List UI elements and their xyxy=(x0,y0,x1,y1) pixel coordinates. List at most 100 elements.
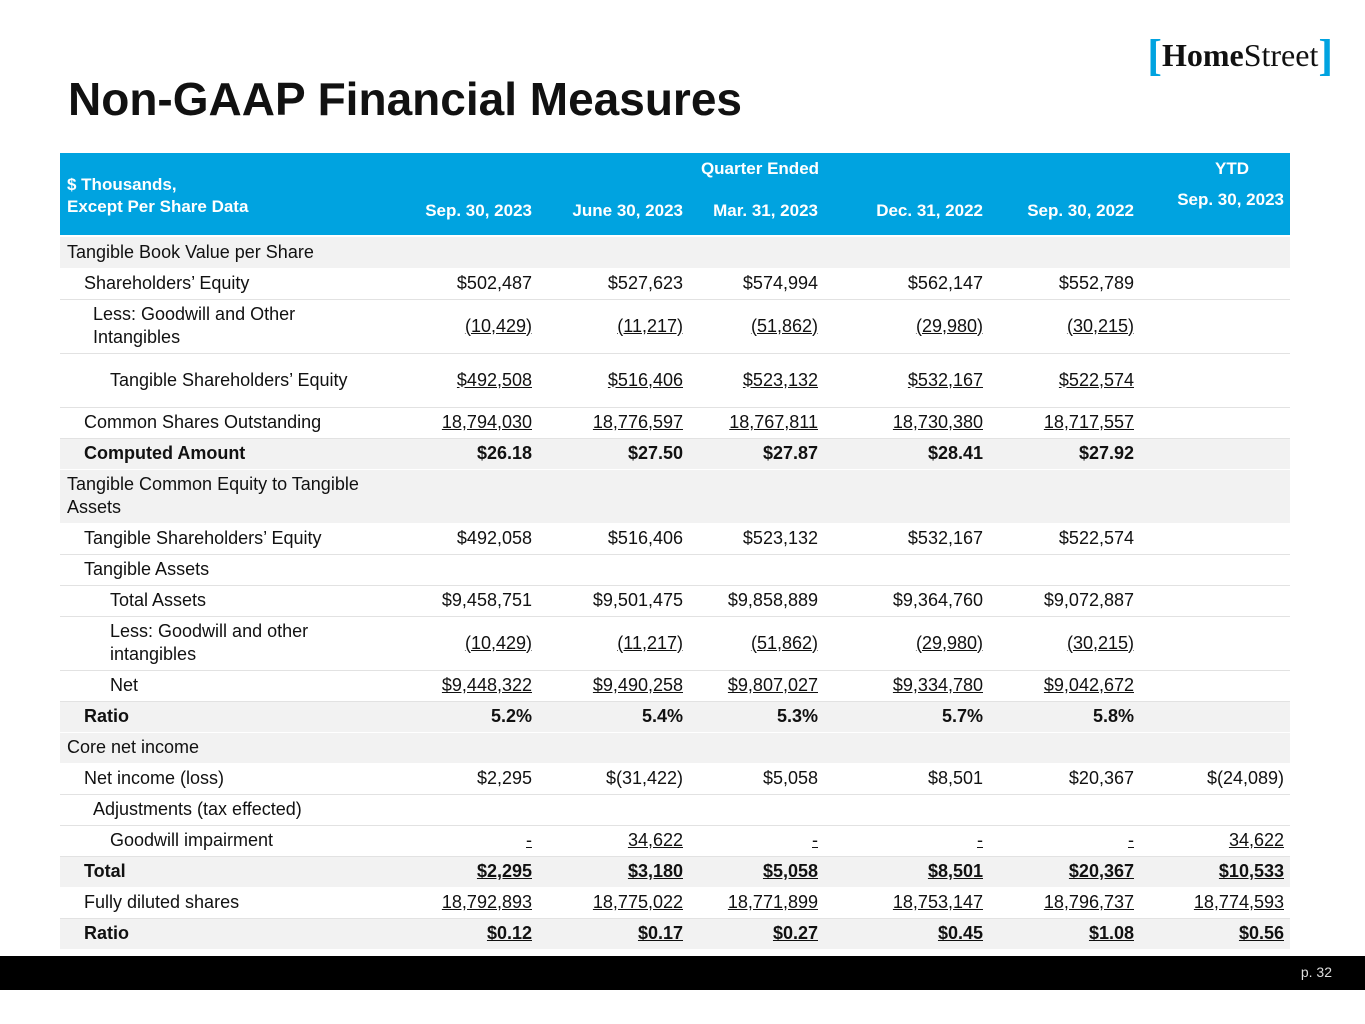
cell: $9,501,475 xyxy=(532,585,683,617)
table-row: Common Shares Outstanding 18,794,030 18,77… xyxy=(60,407,1290,439)
cell: $28.41 xyxy=(818,438,983,470)
cell-value: $9,501,475 xyxy=(592,590,683,610)
cell: (51,862) xyxy=(683,299,818,354)
cell: $9,042,672 xyxy=(983,670,1134,702)
cell xyxy=(683,732,818,764)
row-label: Fully diluted shares xyxy=(60,887,400,919)
cell xyxy=(1134,237,1290,269)
cell: (30,215) xyxy=(983,299,1134,354)
cell: (29,980) xyxy=(818,299,983,354)
cell: $0.12 xyxy=(400,918,532,950)
table-row: Fully diluted shares 18,792,893 18,775,022… xyxy=(60,887,1290,919)
cell-value: $5,058 xyxy=(762,768,818,788)
row-label-text: Adjustments (tax effected) xyxy=(93,799,302,819)
row-label: Tangible Assets xyxy=(60,554,400,586)
cell: $9,448,322 xyxy=(400,670,532,702)
cell xyxy=(1134,585,1290,617)
cell xyxy=(532,732,683,764)
row-label-text: Tangible Shareholders’ Equity xyxy=(110,369,348,390)
cell-value: $532,167 xyxy=(907,528,983,548)
row-label: Tangible Shareholders’ Equity xyxy=(60,353,400,408)
cell-value: $26.18 xyxy=(476,443,532,463)
cell: $523,132 xyxy=(683,353,818,408)
row-label: Common Shares Outstanding xyxy=(60,407,400,439)
cell-value: $0.45 xyxy=(937,923,983,943)
cell: (29,980) xyxy=(818,616,983,671)
cell-value: 5.2% xyxy=(490,706,532,726)
row-label-text: Core net income xyxy=(67,737,200,757)
cell-value: $492,508 xyxy=(456,369,532,390)
cell: 18,776,597 xyxy=(532,407,683,439)
table-row: Shareholders’ Equity $502,487 $527,623 $574… xyxy=(60,268,1290,300)
cell: $532,167 xyxy=(818,353,983,408)
cell-value: 5.8% xyxy=(1092,706,1134,726)
row-label: Ratio xyxy=(60,701,400,733)
cell xyxy=(400,794,532,826)
cell xyxy=(1134,670,1290,702)
cell-value: - xyxy=(977,830,983,850)
table-row: Tangible Assets xyxy=(60,554,1290,586)
cell: 34,622 xyxy=(1134,825,1290,857)
row-label: Total xyxy=(60,856,400,888)
cell: $9,334,780 xyxy=(818,670,983,702)
row-label-text: Ratio xyxy=(84,706,129,726)
header-ytd: YTD xyxy=(1215,159,1249,178)
cell: 18,774,593 xyxy=(1134,887,1290,919)
cell-value: 34,622 xyxy=(1228,830,1284,850)
cell: $3,180 xyxy=(532,856,683,888)
cell: $492,058 xyxy=(400,523,532,555)
cell-value: $5,058 xyxy=(762,861,818,881)
row-label-text: Computed Amount xyxy=(84,443,246,463)
cell xyxy=(1134,268,1290,300)
cell-value: 18,776,597 xyxy=(592,412,683,432)
cell-value: (11,217) xyxy=(617,315,683,336)
cell xyxy=(683,469,818,524)
cell-value: $8,501 xyxy=(927,861,983,881)
row-label: Net income (loss) xyxy=(60,763,400,795)
cell-value: (30,215) xyxy=(1066,315,1134,336)
cell-value: $27.50 xyxy=(627,443,683,463)
row-label-text: Less: Goodwill and Other Intangibles xyxy=(93,304,296,347)
cell: (30,215) xyxy=(983,616,1134,671)
table-row: Ratio $0.12 $0.17 $0.27 $0.45 $1.08 $0.56 xyxy=(60,918,1290,950)
cell xyxy=(983,794,1134,826)
cell: (11,217) xyxy=(532,616,683,671)
cell: $(31,422) xyxy=(532,763,683,795)
header-group: Quarter Ended xyxy=(700,159,820,178)
cell: $9,807,027 xyxy=(683,670,818,702)
row-label: Adjustments (tax effected) xyxy=(60,794,400,826)
cell-value: (10,429) xyxy=(464,632,532,653)
row-label-text: Total Assets xyxy=(110,590,207,610)
cell: (11,217) xyxy=(532,299,683,354)
header-label: $ Thousands, xyxy=(67,175,177,194)
table-row: Tangible Book Value per Share xyxy=(60,237,1290,269)
cell: $1.08 xyxy=(983,918,1134,950)
column-header: June 30, 2023 xyxy=(572,201,683,220)
cell-value: $522,574 xyxy=(1058,528,1134,548)
cell: $562,147 xyxy=(818,268,983,300)
table-row: Net income (loss) $2,295 $(31,422) $5,058 $8… xyxy=(60,763,1290,795)
column-header: Dec. 31, 2022 xyxy=(876,201,983,220)
cell-value: - xyxy=(526,830,532,850)
row-label: Computed Amount xyxy=(60,438,400,470)
cell-value: (51,862) xyxy=(750,632,818,653)
cell-value: $27.87 xyxy=(762,443,818,463)
row-label: Less: Goodwill and Other Intangibles xyxy=(60,299,400,354)
row-label-text: Goodwill impairment xyxy=(110,830,274,850)
table-row: Tangible Common Equity to Tangible Asset… xyxy=(60,469,1290,524)
cell-value: $(31,422) xyxy=(605,768,683,788)
cell-value: - xyxy=(812,830,818,850)
cell: $2,295 xyxy=(400,763,532,795)
logo-bracket: ] xyxy=(1318,31,1333,80)
cell: $9,072,887 xyxy=(983,585,1134,617)
cell: 5.2% xyxy=(400,701,532,733)
cell-value: $9,334,780 xyxy=(892,675,983,695)
cell-value: $9,807,027 xyxy=(727,675,818,695)
cell-value: $574,994 xyxy=(742,273,818,293)
cell-value: - xyxy=(1128,830,1134,850)
cell xyxy=(1134,407,1290,439)
cell-value: 5.3% xyxy=(776,706,818,726)
cell-value: $27.92 xyxy=(1078,443,1134,463)
cell xyxy=(983,732,1134,764)
cell xyxy=(818,237,983,269)
